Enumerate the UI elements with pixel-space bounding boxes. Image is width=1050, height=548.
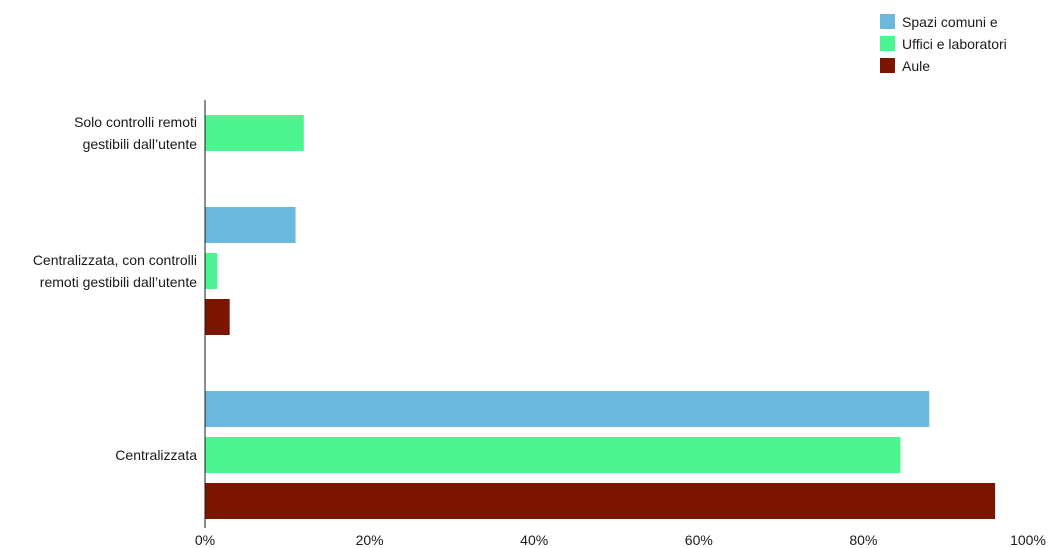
legend-label: Uffici e laboratori bbox=[902, 36, 1007, 52]
bar-uffici-e-laboratori-cat3 bbox=[205, 437, 901, 473]
x-tick-label: 60% bbox=[685, 532, 713, 548]
category-label: Centralizzata bbox=[115, 447, 197, 463]
bar-uffici-e-laboratori-cat2 bbox=[205, 253, 218, 289]
x-tick-label: 80% bbox=[849, 532, 877, 548]
x-tick-label: 0% bbox=[195, 532, 215, 548]
legend-label: Spazi comuni e bbox=[902, 14, 998, 30]
bar-aule-cat3 bbox=[205, 483, 996, 519]
category-labels: Solo controlli remoti gestibili dall’uten… bbox=[33, 114, 197, 463]
bar-spazi-comuni-e-cat3 bbox=[205, 391, 930, 427]
category-label: remoti gestibili dall’utente bbox=[40, 274, 197, 290]
x-tick-label: 100% bbox=[1010, 532, 1046, 548]
x-axis-ticks: 0% 20% 40% 60% 80% 100% bbox=[195, 532, 1046, 548]
legend-swatch bbox=[880, 14, 895, 29]
x-tick-label: 20% bbox=[356, 532, 384, 548]
bar-uffici-e-laboratori-cat1 bbox=[205, 115, 304, 151]
legend: Spazi comuni e Uffici e laboratori Aule bbox=[880, 14, 1007, 74]
legend-swatch bbox=[880, 36, 895, 51]
category-label: Centralizzata, con controlli bbox=[33, 252, 197, 268]
bar-spazi-comuni-e-cat2 bbox=[205, 207, 296, 243]
legend-label: Aule bbox=[902, 58, 930, 74]
bar-aule-cat2 bbox=[205, 299, 230, 335]
x-tick-label: 40% bbox=[520, 532, 548, 548]
legend-swatch bbox=[880, 58, 895, 73]
bars-group bbox=[205, 115, 996, 519]
category-label: gestibili dall’utente bbox=[83, 136, 198, 152]
category-label: Solo controlli remoti bbox=[74, 114, 197, 130]
